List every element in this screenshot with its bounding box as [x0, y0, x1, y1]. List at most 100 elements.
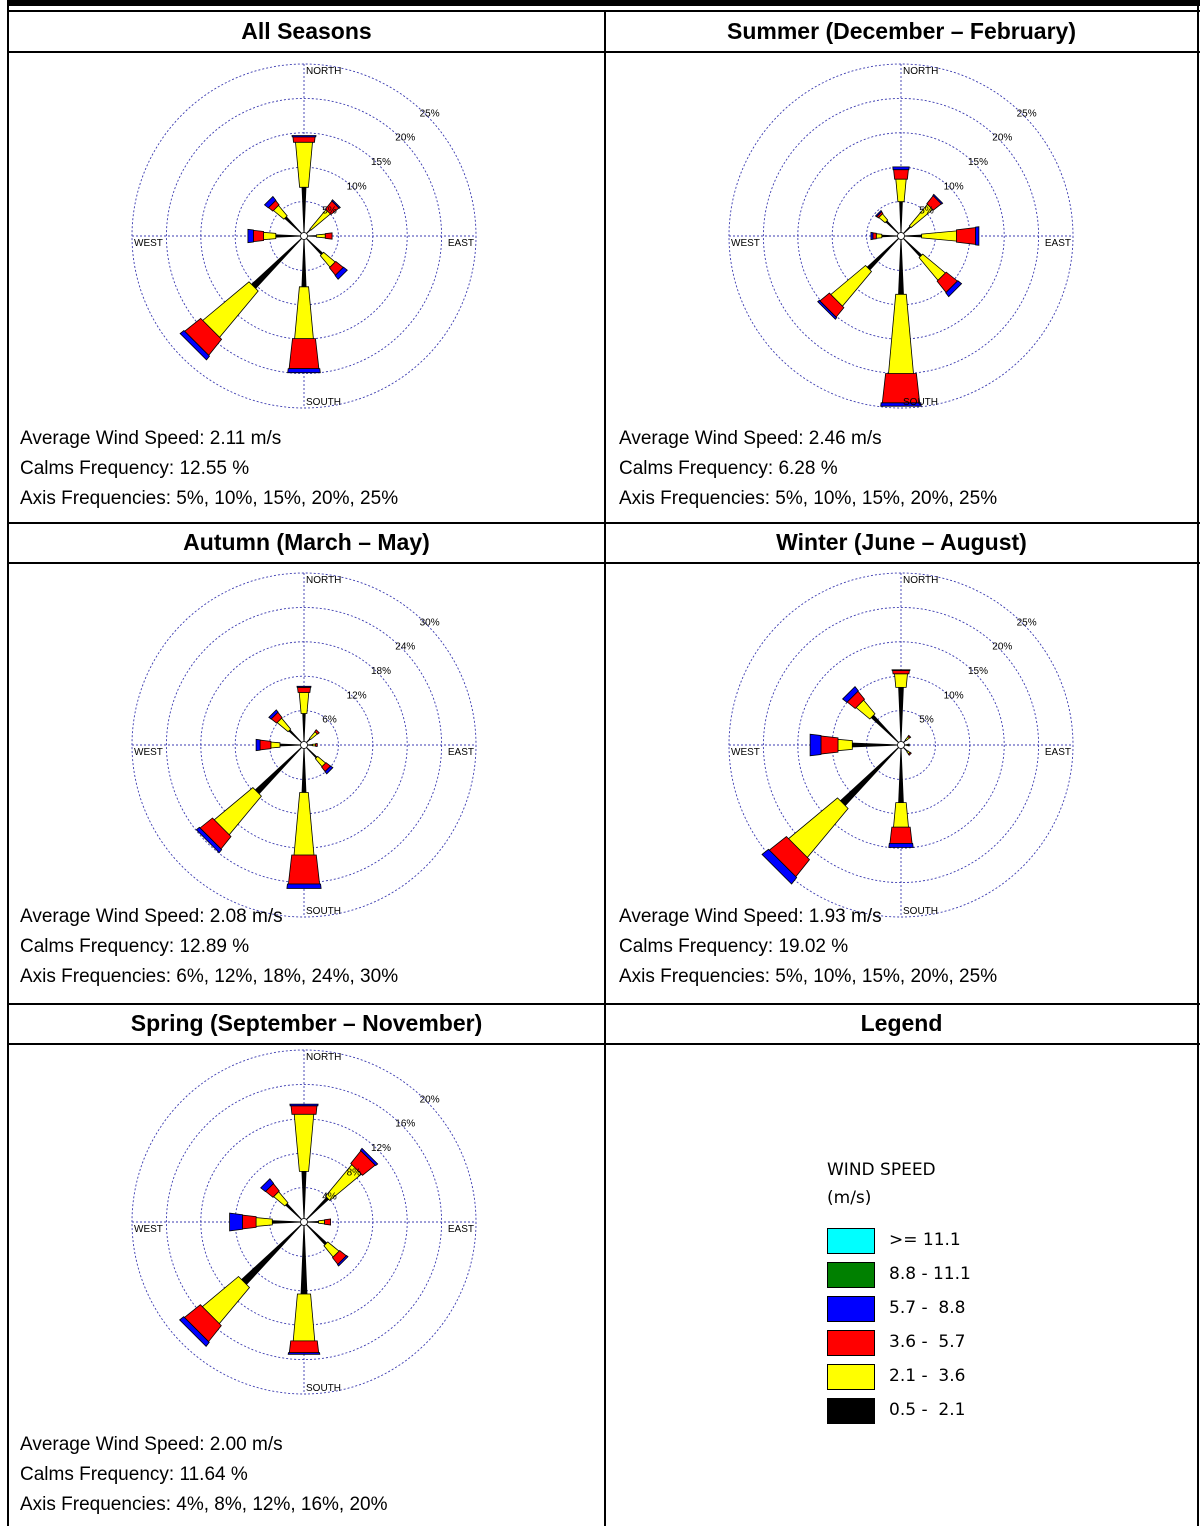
petal-nw-segment	[284, 216, 303, 235]
compass-label-east: EAST	[448, 1224, 474, 1235]
petal-s-segment	[288, 338, 320, 370]
axis-frequencies: Axis Frequencies: 5%, 10%, 15%, 20%, 25%	[20, 488, 399, 509]
petal-e-segment	[904, 744, 908, 746]
petal-sw-segment	[250, 237, 303, 290]
panel-title: All Seasons	[241, 18, 372, 44]
petal-s-segment	[301, 239, 307, 288]
windrose-svg: 4% 8% 12% 16% 20% NORTH SOUTH EAST WEST	[131, 1049, 477, 1395]
petal-sw-segment	[761, 848, 798, 885]
petal-nw-segment	[870, 714, 900, 744]
petal-s-segment	[293, 792, 315, 856]
petal-s-segment	[292, 1293, 316, 1342]
petal-ne-segment	[305, 228, 312, 235]
petal-n-segment	[301, 1170, 307, 1219]
ring-label: 18%	[371, 666, 391, 677]
petal-nw-segment	[268, 709, 279, 720]
compass-label-south: SOUTH	[306, 906, 341, 917]
petal-sw-segment	[178, 1316, 210, 1348]
ring-label: 25%	[420, 108, 440, 119]
petal-ne-segment	[359, 1147, 379, 1167]
panel-stats: Average Wind Speed: 2.08 m/s Calms Frequ…	[20, 902, 398, 992]
ring-label: 20%	[395, 133, 415, 144]
petal-sw-segment	[839, 746, 900, 807]
legend-label: 8.8 - 11.1	[889, 1264, 971, 1284]
petal-w-segment	[870, 231, 874, 241]
petal-e-segment	[921, 230, 958, 242]
petal-w-segment	[275, 234, 301, 238]
petal-se-segment	[945, 280, 963, 298]
grid-line	[7, 51, 1200, 53]
average-wind-speed: Average Wind Speed: 2.46 m/s	[619, 428, 882, 449]
panel-stats: Average Wind Speed: 2.11 m/s Calms Frequ…	[20, 424, 398, 514]
legend-title: WIND SPEED	[827, 1160, 936, 1180]
petal-s-segment	[889, 826, 913, 844]
petal-nw-segment	[260, 1178, 275, 1193]
petal-e-segment	[955, 227, 977, 245]
petal-s-segment	[288, 1340, 320, 1354]
compass-label-north: NORTH	[306, 575, 341, 586]
petal-w-segment	[263, 231, 277, 241]
legend-swatch	[827, 1330, 875, 1356]
petal-w-segment	[881, 234, 898, 238]
petal-e-segment	[315, 743, 318, 747]
petal-n-segment	[895, 178, 907, 203]
windrose-chart: 6% 12% 18% 24% 30% NORTH SOUTH EAST WEST	[124, 565, 484, 925]
compass-label-west: WEST	[134, 1224, 163, 1235]
petal-n-segment	[894, 673, 908, 688]
ring-label: 15%	[371, 157, 391, 168]
axis-frequencies: Axis Frequencies: 6%, 12%, 18%, 24%, 30%	[20, 966, 399, 987]
petal-e-segment	[908, 743, 910, 747]
petal-nw-segment	[885, 220, 900, 235]
petal-n-segment	[295, 141, 313, 188]
petal-se-segment	[324, 765, 334, 775]
grid-line	[7, 1043, 1200, 1045]
ring-label: 6%	[322, 715, 337, 726]
petal-se-segment	[336, 1254, 349, 1267]
average-wind-speed: Average Wind Speed: 2.11 m/s	[20, 428, 282, 449]
petal-s-segment	[898, 748, 904, 804]
windrose-chart: 4% 8% 12% 16% 20% NORTH SOUTH EAST WEST	[124, 1042, 484, 1402]
average-wind-speed: Average Wind Speed: 1.93 m/s	[619, 906, 882, 927]
compass-label-east: EAST	[448, 747, 474, 758]
grid-line	[7, 562, 1200, 564]
average-wind-speed: Average Wind Speed: 2.00 m/s	[20, 1434, 283, 1455]
petal-e-segment	[324, 1218, 332, 1226]
calms-frequency: Calms Frequency: 19.02 %	[619, 936, 849, 957]
center-circle	[897, 232, 905, 240]
center-circle	[300, 1218, 308, 1226]
legend-item: 3.6 - 5.7	[827, 1326, 1087, 1360]
legend-swatch	[827, 1296, 875, 1322]
legend-swatch	[827, 1228, 875, 1254]
petal-w-segment	[242, 1214, 257, 1230]
ring-label: 5%	[919, 715, 934, 726]
petal-ne-segment	[902, 225, 912, 235]
panel-stats: Average Wind Speed: 1.93 m/s Calms Frequ…	[619, 902, 997, 992]
grid-line	[7, 10, 1200, 12]
ring-label: 10%	[944, 690, 964, 701]
petal-w-segment	[271, 1220, 301, 1224]
petal-w-segment	[255, 738, 261, 752]
ring-label: 12%	[347, 690, 367, 701]
ring-label: 5%	[322, 206, 337, 217]
compass-label-west: WEST	[731, 747, 760, 758]
legend-label: >= 11.1	[889, 1230, 961, 1250]
petal-w-segment	[259, 739, 272, 751]
ring-label: 20%	[992, 133, 1012, 144]
petal-n-segment	[898, 686, 904, 742]
legend-swatch	[827, 1364, 875, 1390]
petal-sw-segment	[254, 746, 303, 795]
legend: WIND SPEED (m/s) >= 11.1 8.8 - 11.1 5.7 - …	[827, 1156, 1087, 1428]
ring-label: 20%	[992, 642, 1012, 653]
petal-w-segment	[851, 742, 898, 748]
ring-label: 16%	[395, 1119, 415, 1130]
center-circle	[897, 741, 905, 749]
petal-n-segment	[292, 136, 316, 143]
legend-item: 0.5 - 2.1	[827, 1394, 1087, 1428]
compass-label-east: EAST	[448, 238, 474, 249]
petal-s-segment	[286, 883, 322, 889]
axis-frequencies: Axis Frequencies: 5%, 10%, 15%, 20%, 25%	[619, 966, 998, 987]
legend-label: 0.5 - 2.1	[889, 1400, 966, 1420]
petal-n-segment	[893, 169, 909, 180]
petal-w-segment	[255, 1217, 273, 1227]
panel-title: Winter (June – August)	[776, 529, 1027, 555]
